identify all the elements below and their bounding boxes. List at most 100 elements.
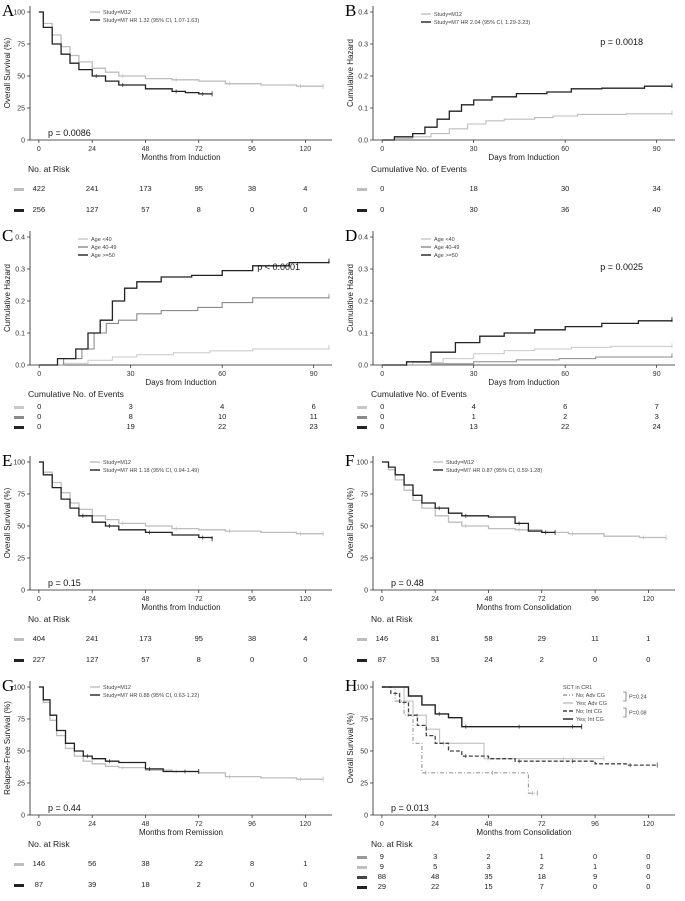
risk-value: 39: [88, 880, 96, 889]
risk-value: 422: [33, 184, 46, 193]
y-axis-title: Overall Survival (%): [346, 712, 355, 783]
y-tick-label: 0.1: [15, 331, 25, 338]
y-axis-title: Cumulative Hazard: [3, 264, 12, 332]
legend-title: SCT in CR1: [563, 685, 592, 691]
risk-value: 0: [37, 412, 41, 421]
legend-label: Study=M7 HR 1.32 (95% CI, 1.07-1.63): [103, 18, 199, 24]
y-tick-label: 0.3: [15, 267, 25, 274]
risk-value: 0: [303, 205, 307, 214]
x-axis-title: Days from Induction: [488, 378, 559, 387]
risk-row-swatch: [357, 188, 367, 191]
risk-value: 22: [218, 422, 226, 431]
series-line: [381, 686, 658, 766]
y-tick-label: 50: [360, 524, 368, 531]
legend-label: Study=M12: [103, 460, 131, 466]
risk-value: 9: [593, 872, 597, 881]
risk-value: 8: [129, 412, 133, 421]
risk-value: 0: [380, 422, 384, 431]
panel-letter: F: [345, 451, 354, 470]
risk-row-swatch: [14, 638, 24, 641]
risk-row-swatch: [14, 426, 24, 429]
risk-value: 53: [431, 655, 439, 664]
p-value: p = 0.0086: [48, 128, 91, 138]
y-tick-label: 0.0: [358, 363, 368, 370]
x-tick-label: 120: [643, 596, 655, 603]
p-value: p < 0.0001: [257, 262, 300, 272]
risk-value: 0: [593, 852, 597, 861]
panel-letter: D: [345, 226, 357, 245]
legend-label: Study=M12: [434, 12, 462, 18]
y-tick-label: 0.2: [358, 299, 368, 306]
risk-table-title: No. at Risk: [28, 164, 70, 174]
risk-value: 38: [141, 859, 149, 868]
x-tick-label: 96: [591, 596, 599, 603]
x-axis-title: Months from Remission: [139, 828, 223, 837]
series-line: [39, 296, 330, 366]
x-tick-label: 24: [88, 146, 96, 153]
risk-row-swatch: [14, 659, 24, 662]
risk-row-swatch: [357, 406, 367, 409]
series-line: [382, 319, 673, 366]
bracket-pvalue: P=0.24: [629, 695, 647, 701]
risk-value: 2: [197, 880, 201, 889]
x-tick-label: 48: [142, 596, 150, 603]
panel-d: D 0.0 0.1 0.2 0.3 0.4 0 30 60 90 Days from Inducti…: [343, 225, 683, 450]
x-tick-label: 60: [561, 146, 569, 153]
y-tick-label: 50: [17, 524, 25, 531]
y-tick-label: 25: [17, 781, 25, 788]
risk-value: 58: [484, 634, 492, 643]
risk-value: 30: [469, 205, 477, 214]
risk-value: 0: [646, 655, 650, 664]
legend-label: Age >=50: [434, 253, 458, 259]
bracket-pvalue: P=0.08: [629, 711, 647, 717]
risk-value: 35: [484, 872, 492, 881]
p-value: p = 0.0025: [600, 262, 643, 272]
series-line: [38, 686, 324, 780]
y-tick-label: 0: [364, 588, 368, 595]
p-value: p = 0.013: [391, 803, 429, 813]
risk-value: 0: [250, 880, 254, 889]
p-value: p = 0.44: [48, 803, 81, 813]
risk-value: 146: [33, 859, 46, 868]
risk-value: 3: [433, 852, 437, 861]
risk-table-title: No. at Risk: [371, 839, 413, 849]
risk-value: 0: [37, 402, 41, 411]
series-line: [381, 461, 556, 534]
legend-label: Study=M12: [103, 10, 131, 16]
x-tick-label: 60: [218, 371, 226, 378]
panel-a: A 0 25 50 75 100 0 24 48 72 96 120 Months from Induc…: [0, 0, 340, 225]
series-line: [382, 85, 673, 141]
risk-row-swatch: [14, 884, 24, 887]
risk-value: 22: [431, 882, 439, 891]
risk-value: 3: [655, 412, 659, 421]
risk-value: 15: [484, 882, 492, 891]
y-tick-label: 25: [17, 106, 25, 113]
x-tick-label: 24: [431, 821, 439, 828]
legend-label: No; Int CG: [576, 709, 602, 715]
series-line: [381, 686, 604, 760]
x-tick-label: 90: [310, 371, 318, 378]
risk-row-swatch: [357, 886, 367, 889]
risk-value: 173: [139, 184, 152, 193]
panel-g: G 0 25 50 75 100 0 24 48 72 96 120 Months from Remis…: [0, 675, 340, 900]
risk-value: 0: [380, 402, 384, 411]
panel-b: B 0.0 0.1 0.2 0.3 0.4 0 30 60 90 Days from Inducti…: [343, 0, 683, 225]
risk-value: 36: [561, 205, 569, 214]
y-tick-label: 75: [17, 492, 25, 499]
risk-value: 9: [380, 862, 384, 871]
risk-row-swatch: [357, 659, 367, 662]
risk-value: 2: [540, 862, 544, 871]
risk-row-swatch: [14, 863, 24, 866]
risk-value: 4: [220, 402, 224, 411]
p-value: p = 0.15: [48, 578, 81, 588]
risk-value: 9: [380, 852, 384, 861]
risk-value: 10: [218, 412, 226, 421]
y-tick-label: 75: [360, 492, 368, 499]
y-tick-label: 100: [13, 10, 25, 17]
risk-row-swatch: [14, 416, 24, 419]
risk-value: 3: [129, 402, 133, 411]
